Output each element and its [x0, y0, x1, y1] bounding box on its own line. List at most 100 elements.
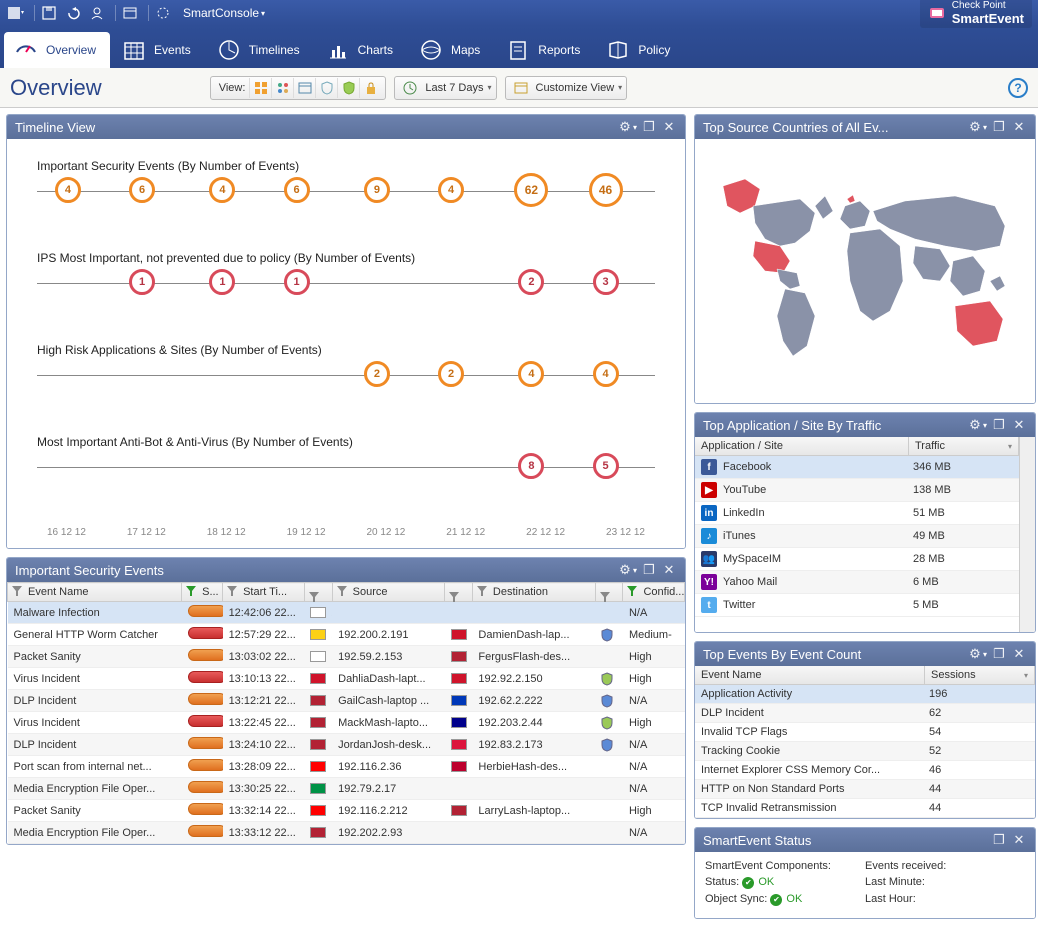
- maximize-icon[interactable]: ❐: [641, 119, 657, 135]
- timeline-bubble[interactable]: 4: [55, 177, 81, 203]
- gear-icon[interactable]: ⚙: [967, 417, 983, 433]
- evcount-row[interactable]: DLP Incident62: [695, 704, 1035, 723]
- table-row[interactable]: Media Encryption File Oper... 13:33:12 2…: [8, 822, 685, 844]
- table-row[interactable]: Packet Sanity 13:03:02 22... 192.59.2.15…: [8, 646, 685, 668]
- maximize-icon[interactable]: ❐: [991, 417, 1007, 433]
- filter-icon[interactable]: [477, 586, 487, 599]
- sync-ok[interactable]: OK: [770, 893, 802, 905]
- tab-policy[interactable]: Policy: [596, 32, 684, 68]
- tab-reports[interactable]: Reports: [496, 32, 594, 68]
- view-dots-icon[interactable]: [271, 78, 293, 98]
- tab-events[interactable]: Events: [112, 32, 205, 68]
- app-row[interactable]: ♪iTunes49 MB: [695, 525, 1019, 548]
- timeline-bubble[interactable]: 62: [514, 173, 548, 207]
- timeline-bubble[interactable]: 2: [518, 269, 544, 295]
- evcount-row[interactable]: Tracking Cookie52: [695, 742, 1035, 761]
- close-icon[interactable]: ✕: [1011, 119, 1027, 135]
- app-dropdown-icon[interactable]: ▾: [261, 9, 265, 18]
- timeline-bubble[interactable]: 4: [438, 177, 464, 203]
- sec-col-header[interactable]: Source: [332, 583, 445, 602]
- sec-col-header[interactable]: S...: [182, 583, 223, 602]
- maximize-icon[interactable]: ❐: [991, 646, 1007, 662]
- close-icon[interactable]: ✕: [661, 119, 677, 135]
- evcount-row[interactable]: Invalid TCP Flags54: [695, 723, 1035, 742]
- filter-icon[interactable]: [449, 592, 459, 605]
- app-row[interactable]: fFacebook346 MB: [695, 456, 1019, 479]
- status-ok[interactable]: OK: [742, 876, 774, 888]
- world-map[interactable]: [695, 139, 1035, 403]
- timeline-bubble[interactable]: 8: [518, 453, 544, 479]
- gear-icon[interactable]: ⚙: [967, 646, 983, 662]
- close-icon[interactable]: ✕: [1011, 417, 1027, 433]
- col-appname[interactable]: Application / Site: [695, 437, 909, 455]
- filter-icon[interactable]: [309, 592, 319, 605]
- view-shield2-icon[interactable]: [337, 78, 359, 98]
- evcount-row[interactable]: Internet Explorer CSS Memory Cor...46: [695, 761, 1035, 780]
- customize-view-button[interactable]: Customize View ▾: [505, 76, 628, 100]
- gear-icon[interactable]: ⚙: [617, 119, 633, 135]
- filter-icon[interactable]: [627, 586, 637, 599]
- table-row[interactable]: Port scan from internal net... 13:28:09 …: [8, 756, 685, 778]
- view-shield1-icon[interactable]: [315, 78, 337, 98]
- col-traffic[interactable]: Traffic▾: [909, 437, 1019, 455]
- app-row[interactable]: 👥MySpaceIM28 MB: [695, 548, 1019, 571]
- maximize-icon[interactable]: ❐: [641, 562, 657, 578]
- scrollbar[interactable]: [1019, 437, 1035, 632]
- sec-col-header[interactable]: [304, 583, 332, 602]
- maximize-icon[interactable]: ❐: [991, 832, 1007, 848]
- sec-col-header[interactable]: Start Ti...: [223, 583, 305, 602]
- sec-col-header[interactable]: Event Name: [8, 583, 182, 602]
- app-name[interactable]: SmartConsole: [183, 6, 259, 20]
- timeline-bubble[interactable]: 5: [593, 453, 619, 479]
- apps-rows[interactable]: fFacebook346 MB▶YouTube138 MBinLinkedIn5…: [695, 456, 1019, 632]
- timeline-bubble[interactable]: 2: [364, 361, 390, 387]
- timeline-bubble[interactable]: 9: [364, 177, 390, 203]
- timeline-bubble[interactable]: 4: [209, 177, 235, 203]
- sec-col-header[interactable]: [445, 583, 473, 602]
- gear-icon[interactable]: ⚙: [617, 562, 633, 578]
- timeline-bubble[interactable]: 1: [284, 269, 310, 295]
- table-row[interactable]: General HTTP Worm Catcher 12:57:29 22...…: [8, 624, 685, 646]
- user-icon[interactable]: [87, 4, 107, 22]
- undo-icon[interactable]: [63, 4, 83, 22]
- evcount-row[interactable]: TCP Invalid Retransmission44: [695, 799, 1035, 818]
- view-window-icon[interactable]: [293, 78, 315, 98]
- table-row[interactable]: Virus Incident 13:10:13 22... DahliaDash…: [8, 668, 685, 690]
- app-row[interactable]: ▶YouTube138 MB: [695, 479, 1019, 502]
- window-icon[interactable]: [120, 4, 140, 22]
- maximize-icon[interactable]: ❐: [991, 119, 1007, 135]
- filter-icon[interactable]: [337, 586, 347, 599]
- view-grid-icon[interactable]: [249, 78, 271, 98]
- view-lock-icon[interactable]: [359, 78, 381, 98]
- menu-dropdown-icon[interactable]: [6, 4, 26, 22]
- help-button[interactable]: ?: [1008, 78, 1028, 98]
- filter-icon[interactable]: [12, 586, 22, 599]
- evcount-row[interactable]: Application Activity196: [695, 685, 1035, 704]
- timeline-bubble[interactable]: 46: [589, 173, 623, 207]
- col-eventname[interactable]: Event Name: [695, 666, 925, 684]
- table-row[interactable]: DLP Incident 13:24:10 22... JordanJosh-d…: [8, 734, 685, 756]
- timeline-bubble[interactable]: 6: [129, 177, 155, 203]
- sec-col-header[interactable]: Destination: [472, 583, 595, 602]
- tab-timelines[interactable]: Timelines: [207, 32, 314, 68]
- time-range-button[interactable]: Last 7 Days ▾: [394, 76, 496, 100]
- tab-maps[interactable]: Maps: [409, 32, 494, 68]
- timeline-bubble[interactable]: 4: [593, 361, 619, 387]
- app-row[interactable]: tTwitter5 MB: [695, 594, 1019, 617]
- filter-icon[interactable]: [227, 586, 237, 599]
- evcount-row[interactable]: HTTP on Non Standard Ports44: [695, 780, 1035, 799]
- close-icon[interactable]: ✕: [661, 562, 677, 578]
- table-row[interactable]: Media Encryption File Oper... 13:30:25 2…: [8, 778, 685, 800]
- timeline-bubble[interactable]: 3: [593, 269, 619, 295]
- gear-icon[interactable]: ⚙: [967, 119, 983, 135]
- col-sessions[interactable]: Sessions▾: [925, 666, 1035, 684]
- table-row[interactable]: Virus Incident 13:22:45 22... MackMash-l…: [8, 712, 685, 734]
- timeline-bubble[interactable]: 1: [209, 269, 235, 295]
- timeline-bubble[interactable]: 4: [518, 361, 544, 387]
- filter-icon[interactable]: [600, 592, 610, 605]
- table-row[interactable]: Packet Sanity 13:32:14 22... 192.116.2.2…: [8, 800, 685, 822]
- app-row[interactable]: Y!Yahoo Mail6 MB: [695, 571, 1019, 594]
- close-icon[interactable]: ✕: [1011, 832, 1027, 848]
- tab-overview[interactable]: Overview: [4, 32, 110, 68]
- table-row[interactable]: Malware Infection 12:42:06 22... N/A: [8, 602, 685, 624]
